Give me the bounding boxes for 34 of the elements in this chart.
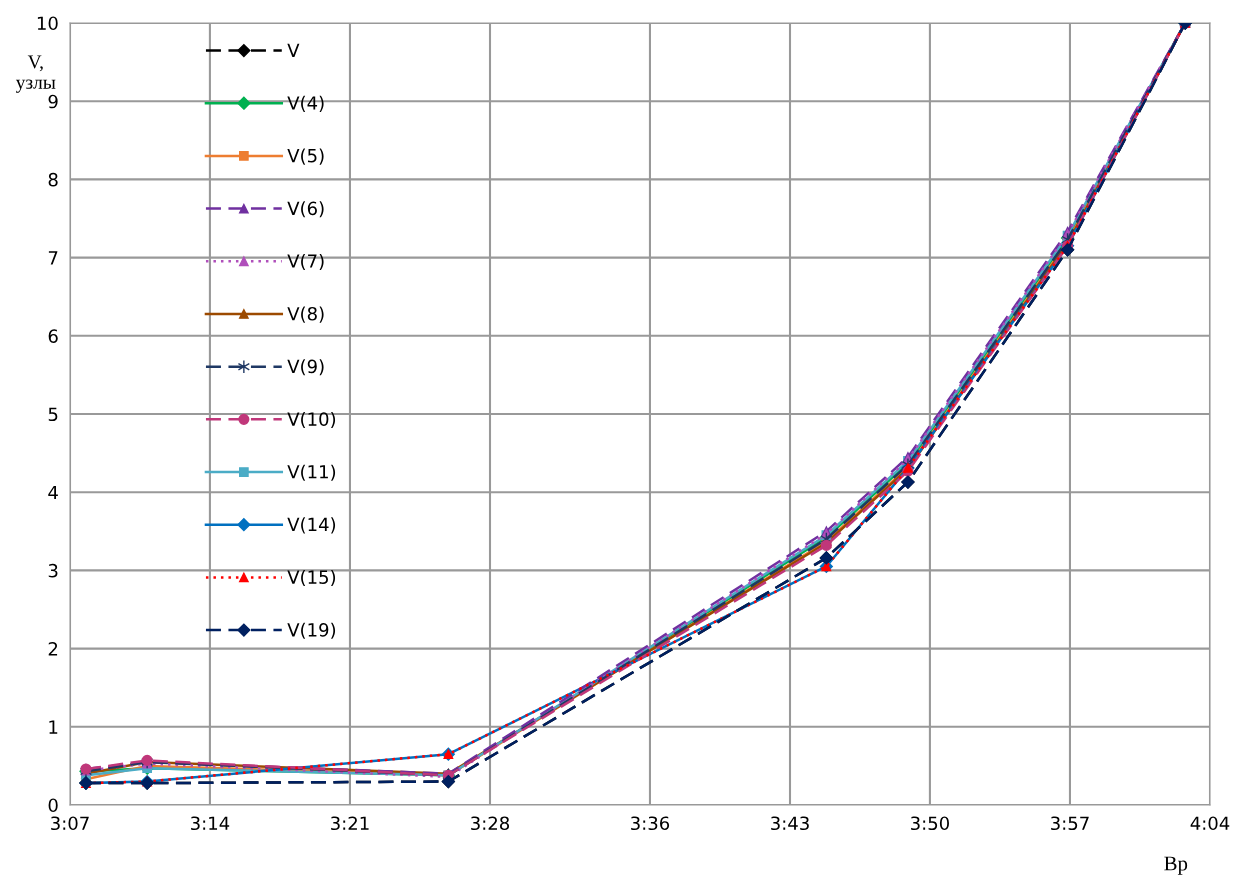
y-tick-label: 10	[37, 16, 58, 31]
x-tick-label: 3:07	[51, 816, 89, 831]
x-tick-label: 3:43	[771, 816, 809, 831]
x-tick-label: 3:21	[331, 816, 369, 831]
y-tick-label: 0	[48, 798, 58, 813]
y-tick-label: 6	[48, 329, 58, 343]
y-tick-label: 1	[49, 720, 58, 734]
x-tick-label: 4:04	[1190, 816, 1230, 831]
y-tick-label: 2	[48, 642, 58, 656]
legend-label: V(8)	[287, 306, 324, 323]
x-tick-label: 3:28	[471, 816, 510, 831]
x-tick-label: 3:57	[1051, 816, 1089, 831]
y-tick-label: 3	[48, 563, 58, 578]
legend-label: V(4)	[287, 95, 324, 112]
x-tick-label: 3:36	[631, 816, 670, 831]
x-axis-title: Вр	[1164, 856, 1188, 875]
y-tick-label: 7	[48, 251, 58, 265]
legend-label: V(5)	[287, 148, 324, 165]
legend-label: V(6)	[287, 201, 324, 218]
y-tick-label: 4	[48, 485, 58, 500]
legend-label: V(9)	[287, 359, 324, 376]
legend-label: V(11)	[287, 464, 336, 481]
y-tick-label: 9	[48, 94, 58, 109]
legend-label: V(19)	[287, 622, 336, 639]
x-tick-label: 3:50	[911, 816, 949, 831]
legend-label: V(14)	[287, 517, 336, 534]
legend-label: V(7)	[287, 253, 324, 270]
legend-label: V(15)	[287, 570, 336, 587]
y-tick-label: 8	[48, 172, 58, 187]
x-tick-label: 3:14	[191, 816, 230, 831]
y-axis-title: V, узлы	[15, 55, 56, 93]
y-tick-label: 5	[48, 407, 58, 422]
legend-label: V	[287, 43, 300, 57]
legend-label: V(10)	[287, 411, 336, 429]
